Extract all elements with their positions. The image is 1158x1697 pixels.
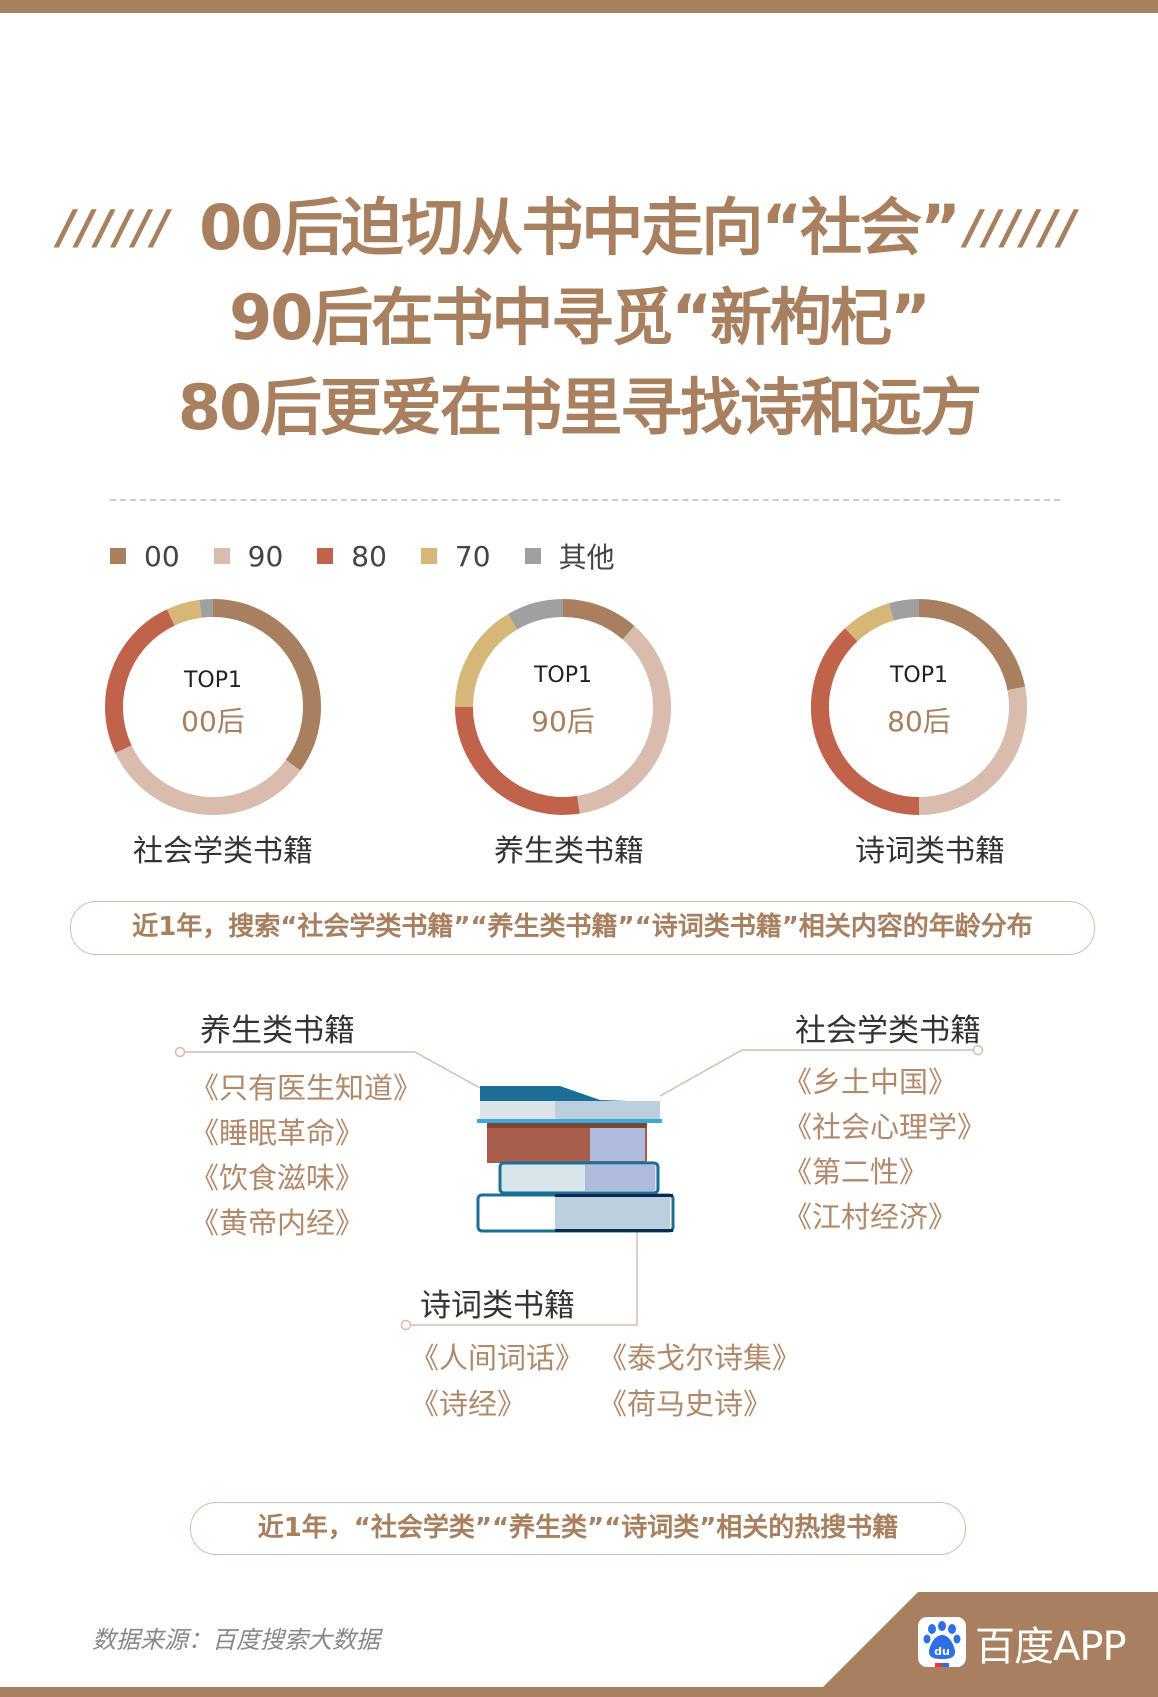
book-item: 《黄帝内经》 <box>190 1206 365 1240</box>
title-line-2: 90后在书中寻觅“新枸杞” <box>229 281 931 354</box>
divider <box>110 499 1060 501</box>
health-books-label: 养生类书籍 <box>200 1013 355 1049</box>
legend-swatch <box>213 548 230 564</box>
book-item: 《社会心理学》 <box>783 1110 987 1144</box>
legend-label: 80 <box>351 539 387 573</box>
sociology-book-list: 《乡土中国》 《社会心理学》 《第二性》 《江村经济》 <box>783 1060 986 1240</box>
book-item: 《睡眠革命》 <box>190 1116 365 1150</box>
decor-slashes-left: ////// <box>58 200 171 254</box>
donut-1-segment-other <box>199 599 214 618</box>
donut-2-label: 养生类书籍 <box>494 834 644 869</box>
donut-1-top-value: 00后 <box>181 705 245 738</box>
donut-1-label: 社会学类书籍 <box>133 834 313 869</box>
top-bar <box>0 0 1158 13</box>
legend-swatch <box>420 548 437 564</box>
book-item: 《江村经济》 <box>783 1200 958 1234</box>
bottom-bar <box>0 1687 1158 1697</box>
poetry-book-item: 《诗经》 <box>410 1387 527 1421</box>
book-item: 《只有医生知道》 <box>190 1071 423 1105</box>
legend-label: 90 <box>247 539 284 573</box>
donut-3-segment-00 <box>918 599 1026 691</box>
legend-item-80: 80 <box>317 536 387 576</box>
legend-item-70: 70 <box>420 536 491 576</box>
health-book-list: 《只有医生知道》 《睡眠革命》 《饮食滋味》 《黄帝内经》 <box>190 1066 422 1246</box>
donut-3-label: 诗词类书籍 <box>855 834 1005 869</box>
baidu-logo-icon: du <box>918 1617 966 1667</box>
title-line-3: 80后更爱在书里寻找诗和远方 <box>177 371 982 444</box>
book-item: 《乡土中国》 <box>783 1065 958 1099</box>
legend-label: 70 <box>454 539 491 573</box>
donut-1-segment-80 <box>105 609 175 753</box>
donut-2-segment-00 <box>562 599 635 640</box>
donut-1-top1: TOP1 <box>183 668 243 693</box>
donut-charts <box>105 599 1027 815</box>
footer-banner <box>813 1592 1158 1697</box>
legend-label: 00 <box>144 539 180 573</box>
donut-3-segment-80 <box>811 628 920 815</box>
donut-2-segment-80 <box>455 706 580 815</box>
donut-2-segment-70 <box>455 614 518 708</box>
donut-1-segment-90 <box>115 745 301 815</box>
legend: 00 90 80 70 其他 <box>110 536 615 576</box>
donut-1-segment-70 <box>167 599 203 626</box>
books-illustration <box>174 1044 984 1331</box>
logo-text: du <box>934 1645 950 1658</box>
legend-swatch <box>524 548 541 564</box>
legend-label: 其他 <box>558 541 615 574</box>
data-source: 数据来源：百度搜索大数据 <box>92 1626 380 1654</box>
legend-swatch <box>110 548 126 564</box>
chart-caption: 近1年，搜索“社会学类书籍”“养生类书籍”“诗词类书籍”相关内容的年龄分布 <box>70 901 1095 955</box>
legend-item-00: 00 <box>110 536 180 576</box>
donut-2-top1: TOP1 <box>533 663 593 688</box>
donut-2-segment-other <box>508 599 564 630</box>
donut-2-top-value: 90后 <box>531 705 595 738</box>
brand-name: 百度APP <box>975 1624 1127 1670</box>
book-item: 《饮食滋味》 <box>190 1161 365 1195</box>
poetry-book-item: 《人间词话》 <box>410 1341 585 1375</box>
poetry-books-label: 诗词类书籍 <box>420 1288 575 1324</box>
legend-item-90: 90 <box>213 536 284 576</box>
donut-3-segment-70 <box>845 603 895 642</box>
legend-swatch <box>317 548 334 564</box>
donut-2-segment-90 <box>576 625 671 814</box>
donut-1-segment-00 <box>212 599 321 771</box>
donut-3-segment-other <box>888 599 920 621</box>
sociology-books-label: 社会学类书籍 <box>795 1013 981 1049</box>
donut-3-top1: TOP1 <box>889 663 949 688</box>
books-caption: 近1年，“社会学类”“养生类”“诗词类”相关的热搜书籍 <box>190 1502 966 1555</box>
book-stack-icon <box>476 1086 675 1233</box>
donut-3-segment-90 <box>918 686 1027 815</box>
book-item: 《第二性》 <box>783 1155 929 1189</box>
poetry-book-item: 《荷马史诗》 <box>598 1387 773 1421</box>
donut-3-top-value: 80后 <box>887 705 951 738</box>
title-line-1: 00后迫切从书中走向“社会” <box>199 191 961 264</box>
legend-item-other: 其他 <box>524 536 615 576</box>
poetry-book-item: 《泰戈尔诗集》 <box>598 1341 802 1375</box>
decor-slashes-right: ////// <box>965 200 1078 254</box>
